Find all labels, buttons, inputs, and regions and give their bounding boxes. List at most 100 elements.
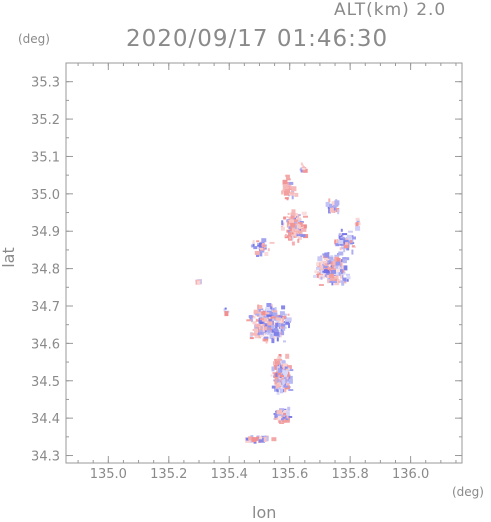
echo-cell: [288, 236, 292, 240]
x-tick-label: 135.6: [271, 467, 308, 482]
echo-cell: [287, 186, 290, 189]
echo-cell: [289, 219, 294, 223]
echo-cell: [266, 303, 272, 307]
echo-cell: [347, 230, 353, 233]
echo-cell: [298, 214, 301, 217]
echo-cell: [278, 415, 281, 420]
echo-cell: [331, 282, 334, 286]
echo-cell: [332, 275, 338, 280]
echo-cell: [261, 245, 266, 248]
echo-cell: [296, 224, 301, 229]
echo-cell: [291, 190, 295, 193]
echo-cell: [332, 205, 337, 208]
echo-cell: [273, 328, 278, 331]
echo-cell: [252, 242, 255, 248]
echo-cell: [282, 363, 288, 368]
echo-cell: [328, 279, 334, 283]
echo-cell: [342, 277, 347, 282]
echo-cell: [333, 266, 338, 269]
echo-cell: [282, 184, 288, 190]
echo-cell: [224, 311, 229, 317]
echo-cell: [318, 284, 324, 286]
echo-cell: [273, 379, 276, 382]
echo-cell: [288, 188, 290, 193]
echo-cell: [258, 305, 263, 309]
echo-cell: [281, 325, 284, 329]
echo-cell: [267, 248, 270, 252]
echo-cell: [290, 225, 295, 231]
echo-cell: [287, 372, 290, 378]
echo-cell: [324, 273, 327, 277]
echo-cell: [275, 383, 280, 389]
echo-cell: [330, 255, 334, 259]
echo-cell: [290, 213, 293, 218]
echo-cell: [269, 335, 275, 339]
echo-cell: [281, 420, 286, 423]
echo-cell: [327, 266, 332, 270]
echo-cell: [271, 366, 275, 372]
echo-cell: [280, 328, 284, 333]
echo-cell: [334, 254, 340, 257]
echo-cell: [276, 371, 282, 377]
echo-cell: [263, 336, 269, 339]
echo-cell: [276, 410, 282, 415]
echo-cell: [262, 324, 265, 326]
echo-cell: [302, 168, 308, 173]
echo-cell: [344, 238, 348, 241]
echo-cell: [340, 274, 343, 279]
echo-cell: [264, 328, 270, 333]
echo-cell: [252, 321, 257, 325]
echo-cell: [286, 414, 289, 419]
echo-cell: [288, 188, 293, 191]
echo-cell: [297, 238, 300, 243]
y-tick-label: 34.3: [31, 450, 60, 465]
echo-cell: [260, 250, 265, 253]
echo-cell: [335, 199, 338, 202]
echo-cell: [279, 333, 283, 338]
echo-cell: [286, 216, 289, 218]
plot-frame: [65, 62, 463, 464]
x-axis-unit: (deg): [452, 485, 484, 499]
echo-cell: [326, 275, 331, 278]
y-tick-label: 34.9: [31, 225, 60, 240]
echo-cell: [255, 323, 260, 328]
echo-cell: [278, 354, 282, 357]
echo-cell: [346, 277, 349, 282]
echo-cell: [267, 330, 270, 334]
echo-cell: [291, 232, 294, 235]
echo-cell: [275, 322, 279, 327]
echo-cell: [248, 436, 253, 441]
echo-cell: [257, 327, 260, 333]
x-tick-label: 135.2: [150, 467, 187, 482]
echo-cell: [300, 167, 303, 173]
echo-cell: [248, 315, 253, 319]
echo-cell: [297, 235, 302, 240]
echo-cell: [277, 387, 281, 390]
echo-cell: [322, 253, 326, 256]
echo-cell: [281, 364, 284, 367]
echo-cell: [346, 273, 350, 276]
echo-cell: [316, 273, 320, 278]
echo-cell: [265, 340, 268, 344]
echo-cell: [300, 162, 303, 166]
echo-cell: [337, 253, 339, 256]
echo-cell: [300, 234, 306, 238]
echo-cell: [273, 364, 278, 370]
echo-cell: [283, 385, 289, 388]
echo-cell: [281, 377, 284, 380]
echo-cell: [274, 360, 280, 365]
echo-cell: [296, 218, 301, 224]
echo-cell: [314, 270, 318, 274]
echo-cell: [286, 365, 292, 370]
echo-cell: [223, 308, 226, 312]
echo-cell: [246, 319, 252, 322]
echo-cell: [282, 416, 286, 419]
echo-cell: [281, 331, 285, 336]
echo-cell: [254, 328, 258, 334]
echo-cell: [252, 316, 256, 319]
echo-cell: [288, 369, 294, 372]
echo-cell: [272, 307, 275, 311]
echo-cell: [271, 437, 277, 442]
echo-cell: [342, 233, 348, 236]
echo-cell: [303, 215, 308, 218]
